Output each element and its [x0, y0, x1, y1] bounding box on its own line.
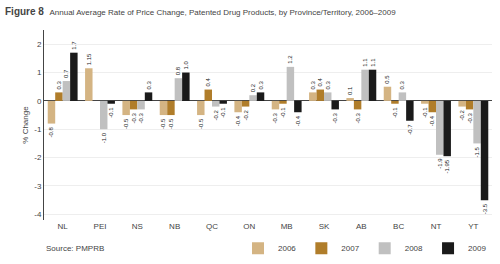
svg-text:-0.5: -0.5 [160, 118, 166, 129]
svg-text:0.3: 0.3 [56, 80, 62, 89]
svg-text:-0.8: -0.8 [48, 127, 54, 138]
svg-text:PEI: PEI [94, 222, 107, 231]
svg-text:0.4: 0.4 [205, 78, 211, 87]
svg-text:2006: 2006 [278, 244, 296, 253]
svg-text:-1.5: -1.5 [474, 146, 480, 157]
svg-text:-0.3: -0.3 [138, 112, 144, 123]
svg-text:-0.2: -0.2 [243, 110, 249, 121]
svg-text:ON: ON [243, 222, 255, 231]
svg-text:AB: AB [356, 222, 367, 231]
svg-text:0.7: 0.7 [63, 69, 69, 78]
svg-text:0.4: 0.4 [317, 78, 323, 87]
svg-text:0.3: 0.3 [399, 80, 405, 89]
svg-text:2009: 2009 [468, 244, 486, 253]
svg-text:-1: -1 [34, 125, 42, 134]
svg-text:0.1: 0.1 [347, 86, 353, 95]
svg-text:NS: NS [132, 222, 143, 231]
svg-text:2008: 2008 [405, 244, 423, 253]
svg-text:1.7: 1.7 [71, 41, 77, 50]
svg-text:-0.4: -0.4 [295, 115, 301, 126]
svg-text:0.8: 0.8 [175, 66, 181, 75]
svg-text:-1.0: -1.0 [101, 132, 107, 143]
svg-text:NT: NT [431, 222, 442, 231]
svg-text:0.3: 0.3 [146, 80, 152, 89]
svg-text:2007: 2007 [341, 244, 359, 253]
svg-text:-0.5: -0.5 [198, 118, 204, 129]
svg-text:0.5: 0.5 [384, 75, 390, 84]
svg-text:0.3: 0.3 [258, 80, 264, 89]
svg-text:1.1: 1.1 [362, 58, 368, 67]
svg-text:Source: PMPRB: Source: PMPRB [46, 244, 104, 253]
svg-text:-0.1: -0.1 [280, 107, 286, 118]
svg-text:QC: QC [206, 222, 218, 231]
svg-text:-0.4: -0.4 [235, 115, 241, 126]
svg-text:-0.1: -0.1 [422, 107, 428, 118]
svg-text:-2: -2 [34, 153, 42, 162]
svg-text:0.3: 0.3 [325, 80, 331, 89]
svg-text:-3.5: -3.5 [482, 203, 488, 214]
svg-text:-0.5: -0.5 [123, 118, 129, 129]
svg-text:-0.2: -0.2 [213, 110, 219, 121]
svg-text:0.3: 0.3 [310, 80, 316, 89]
svg-text:0.2: 0.2 [250, 83, 256, 92]
svg-text:-0.1: -0.1 [108, 107, 114, 118]
svg-text:-3: -3 [34, 182, 42, 191]
svg-text:BC: BC [393, 222, 404, 231]
svg-text:-0.7: -0.7 [407, 124, 413, 135]
svg-text:1.2: 1.2 [287, 55, 293, 64]
svg-text:1.1: 1.1 [370, 58, 376, 67]
svg-text:MB: MB [281, 222, 293, 231]
svg-text:-1.9: -1.9 [437, 158, 443, 169]
svg-text:1.15: 1.15 [86, 53, 92, 65]
svg-text:YT: YT [468, 222, 478, 231]
svg-text:0: 0 [37, 97, 42, 106]
svg-text:-4: -4 [34, 210, 42, 219]
svg-text:% Change: % Change [21, 106, 30, 144]
svg-text:-0.3: -0.3 [332, 112, 338, 123]
svg-text:SK: SK [319, 222, 330, 231]
svg-text:NB: NB [169, 222, 180, 231]
svg-text:1: 1 [37, 68, 42, 77]
svg-text:-0.3: -0.3 [272, 112, 278, 123]
svg-text:-0.4: -0.4 [429, 115, 435, 126]
svg-text:1.0: 1.0 [183, 61, 189, 70]
svg-text:-0.5: -0.5 [168, 118, 174, 129]
svg-text:-0.1: -0.1 [220, 107, 226, 118]
svg-text:-1.95: -1.95 [444, 159, 450, 173]
svg-text:2: 2 [37, 40, 42, 49]
svg-text:-0.3: -0.3 [467, 112, 473, 123]
svg-text:-0.2: -0.2 [459, 110, 465, 121]
svg-text:Figure 8 Annual Average Rate: Figure 8 Annual Average Rate of Price Ch… [5, 6, 396, 17]
svg-text:-0.1: -0.1 [392, 107, 398, 118]
svg-text:-0.3: -0.3 [355, 112, 361, 123]
svg-text:-0.3: -0.3 [131, 112, 137, 123]
svg-text:NL: NL [58, 222, 69, 231]
